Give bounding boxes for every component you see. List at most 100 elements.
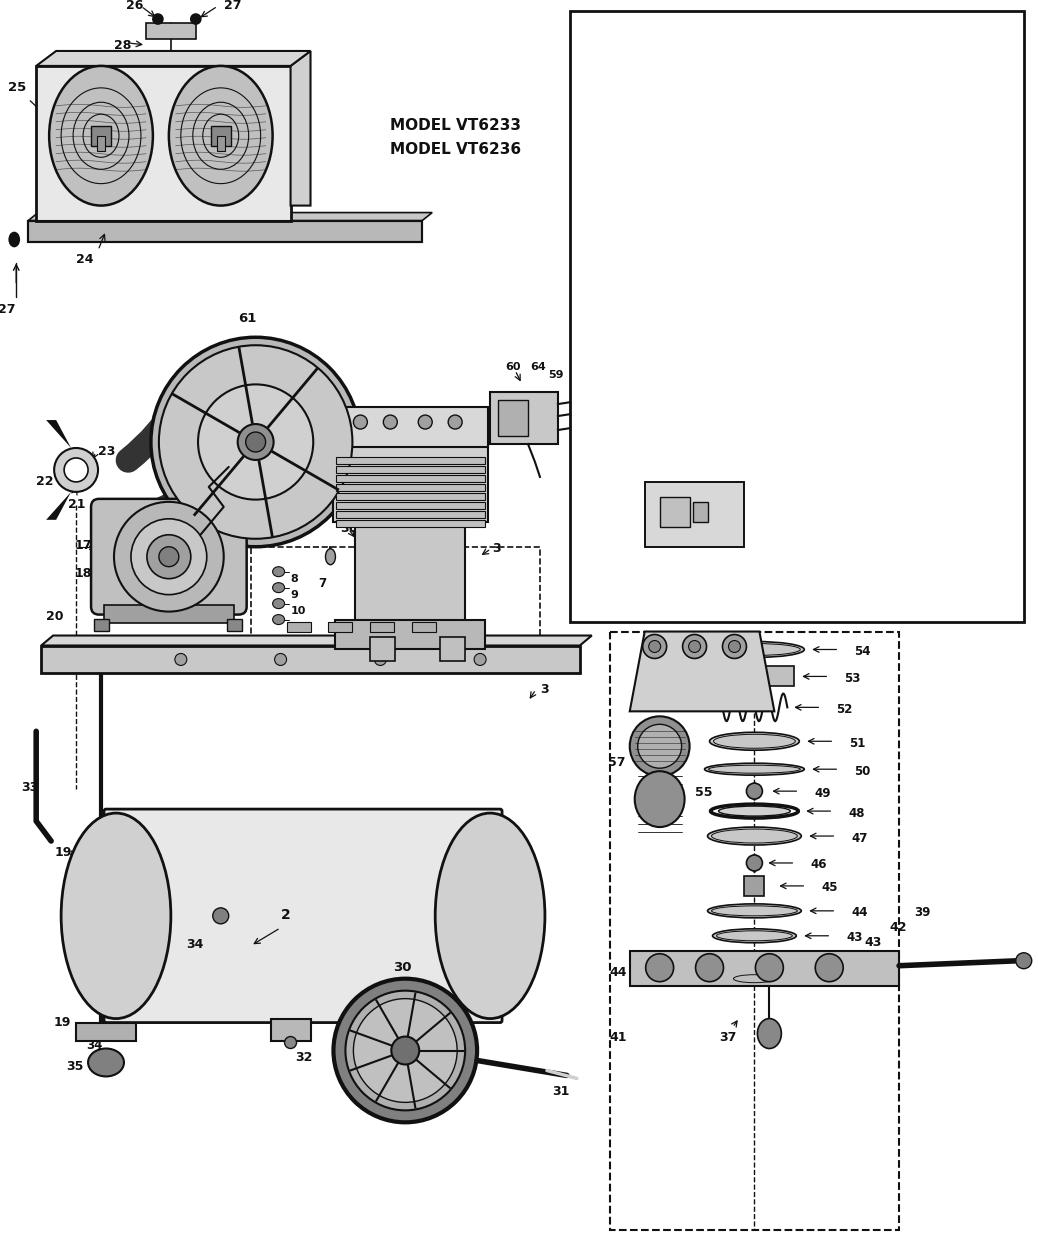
Text: MODEL VT6233: MODEL VT6233 xyxy=(390,118,521,133)
Ellipse shape xyxy=(383,415,398,429)
Ellipse shape xyxy=(708,904,801,918)
Ellipse shape xyxy=(1016,953,1032,969)
Text: 33: 33 xyxy=(21,781,38,794)
Ellipse shape xyxy=(375,654,386,665)
Ellipse shape xyxy=(705,641,804,657)
Text: 60: 60 xyxy=(506,362,520,372)
Text: white wires to the terminal marked: white wires to the terminal marked xyxy=(583,202,849,216)
Ellipse shape xyxy=(695,954,723,982)
Text: 34: 34 xyxy=(86,1038,103,1052)
Ellipse shape xyxy=(637,724,682,768)
Bar xyxy=(630,950,899,985)
Ellipse shape xyxy=(174,654,187,665)
Text: 2: 2 xyxy=(280,908,291,921)
Bar xyxy=(28,220,422,243)
Text: 65: 65 xyxy=(161,552,179,564)
Text: using the screw.: using the screw. xyxy=(583,322,718,336)
Text: 3: 3 xyxy=(540,684,548,696)
Text: 42: 42 xyxy=(835,954,850,967)
Text: terminals marked L1 (power cord): terminals marked L1 (power cord) xyxy=(583,248,841,260)
Text: 5.  Make sure the o-ring is in place: 5. Make sure the o-ring is in place xyxy=(583,293,823,305)
Text: 48: 48 xyxy=(848,807,865,820)
Ellipse shape xyxy=(333,979,477,1123)
Text: 11: 11 xyxy=(291,621,306,631)
Bar xyxy=(97,136,105,151)
Text: 1: 1 xyxy=(502,392,512,406)
Ellipse shape xyxy=(273,598,284,608)
Bar xyxy=(335,620,485,650)
Ellipse shape xyxy=(630,716,689,776)
Text: ← T2-WHITE - BLANC: ← T2-WHITE - BLANC xyxy=(788,499,892,508)
Text: 18: 18 xyxy=(74,567,91,579)
Text: 26: 26 xyxy=(126,0,143,13)
Bar xyxy=(217,136,224,151)
Bar xyxy=(250,547,540,636)
Ellipse shape xyxy=(646,954,674,982)
Ellipse shape xyxy=(815,954,843,982)
Bar xyxy=(371,636,395,661)
Ellipse shape xyxy=(705,763,804,776)
Text: 2.  Remove the screw holding the: 2. Remove the screw holding the xyxy=(583,113,816,126)
Text: 52: 52 xyxy=(837,703,852,715)
Ellipse shape xyxy=(153,14,163,24)
Text: 28: 28 xyxy=(114,39,132,52)
Bar xyxy=(692,502,708,522)
Text: 57: 57 xyxy=(608,757,625,769)
Ellipse shape xyxy=(718,806,790,816)
Ellipse shape xyxy=(756,954,784,982)
Polygon shape xyxy=(630,631,774,711)
Ellipse shape xyxy=(114,502,224,612)
Bar xyxy=(645,481,744,547)
Ellipse shape xyxy=(159,547,179,567)
Ellipse shape xyxy=(246,432,266,453)
Ellipse shape xyxy=(151,337,360,547)
Ellipse shape xyxy=(746,855,762,871)
Text: and attach the pressure switch: and attach the pressure switch xyxy=(583,307,821,321)
Ellipse shape xyxy=(634,772,685,827)
Bar xyxy=(371,621,394,631)
Text: 25: 25 xyxy=(8,80,27,94)
Ellipse shape xyxy=(198,385,313,499)
Text: 44: 44 xyxy=(609,965,627,979)
Bar xyxy=(336,510,485,518)
Bar xyxy=(271,1018,310,1041)
Text: 43: 43 xyxy=(846,931,863,944)
Bar xyxy=(211,126,230,146)
Ellipse shape xyxy=(9,233,20,246)
Text: and T1 (motor cord) as shown.: and T1 (motor cord) as shown. xyxy=(583,263,817,275)
Ellipse shape xyxy=(131,519,207,595)
Bar xyxy=(498,400,528,436)
Text: wires (hot) as shown.: wires (hot) as shown. xyxy=(583,83,754,96)
Ellipse shape xyxy=(649,641,660,652)
Text: 23: 23 xyxy=(98,445,115,458)
Text: 66: 66 xyxy=(241,447,256,458)
Bar xyxy=(91,126,111,146)
Text: pressure switch to the manifold.: pressure switch to the manifold. xyxy=(583,128,829,141)
Text: 9: 9 xyxy=(291,590,299,600)
Ellipse shape xyxy=(391,1037,419,1065)
Text: 54: 54 xyxy=(854,645,871,657)
Text: 50: 50 xyxy=(854,764,871,778)
Text: 46: 46 xyxy=(811,859,827,871)
Polygon shape xyxy=(28,212,432,220)
FancyBboxPatch shape xyxy=(104,810,502,1023)
Text: 15: 15 xyxy=(416,639,433,651)
Ellipse shape xyxy=(64,458,88,481)
Ellipse shape xyxy=(712,929,796,943)
Text: 19: 19 xyxy=(53,1016,71,1028)
Bar xyxy=(104,605,234,622)
Bar xyxy=(336,475,485,481)
Ellipse shape xyxy=(746,783,762,799)
Text: ← L1-BLACK - NOIR: ← L1-BLACK - NOIR xyxy=(788,513,883,523)
Text: 31: 31 xyxy=(552,1086,569,1099)
Ellipse shape xyxy=(61,813,171,1018)
Text: 62: 62 xyxy=(460,420,475,430)
Bar xyxy=(660,497,689,527)
Ellipse shape xyxy=(88,1048,124,1076)
Text: 51: 51 xyxy=(849,737,866,749)
Ellipse shape xyxy=(708,827,801,845)
Text: 35: 35 xyxy=(66,1061,83,1073)
Ellipse shape xyxy=(54,447,98,491)
Text: L2 (power cord) and T2 (motor: L2 (power cord) and T2 (motor xyxy=(583,217,817,230)
Ellipse shape xyxy=(213,908,228,924)
